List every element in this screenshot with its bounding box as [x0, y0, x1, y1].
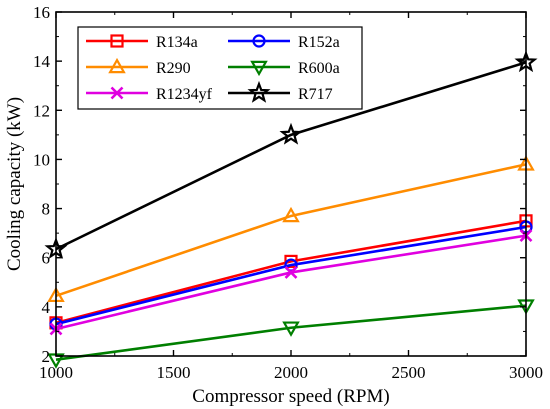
y-tick-label: 8 — [42, 200, 51, 219]
legend-marker — [110, 86, 124, 100]
data-point — [284, 254, 298, 268]
data-point — [282, 321, 300, 337]
x-tick-label: 2000 — [274, 363, 308, 382]
series-line — [55, 225, 527, 326]
data-point — [279, 122, 303, 145]
legend-marker — [252, 34, 266, 48]
x-tick-label: 2500 — [392, 363, 426, 382]
legend: R134a R152a R290 R600a R1234yf R717 — [77, 26, 363, 110]
legend-marker — [110, 34, 124, 48]
y-tick-label: 14 — [33, 52, 51, 71]
data-point — [282, 206, 300, 223]
x-axis-title: Compressor speed (RPM) — [192, 386, 389, 407]
series-line — [55, 304, 527, 361]
legend-marker — [247, 80, 271, 103]
y-tick-label: 16 — [33, 3, 50, 22]
legend-label: R1234yf — [156, 86, 213, 103]
legend-label: R600a — [298, 60, 340, 77]
legend-entry: R290 — [86, 57, 191, 77]
data-point — [284, 258, 298, 272]
axes: 1000 1500 2000 2500 3000 2 4 6 8 10 12 14 16 — [33, 3, 543, 382]
y-tick-label: 12 — [33, 101, 50, 120]
legend-label: R152a — [298, 34, 340, 51]
series-line — [55, 219, 527, 325]
series-line — [55, 163, 527, 298]
legend-entry: R134a — [86, 34, 198, 51]
x-tick-label: 1000 — [39, 363, 73, 382]
plot-area — [44, 50, 538, 369]
legend-label: R717 — [298, 86, 333, 103]
legend-entry: R600a — [228, 60, 340, 77]
series-line — [55, 234, 527, 331]
y-tick-label: 2 — [42, 347, 51, 366]
legend-label: R134a — [156, 34, 198, 51]
series-line — [55, 61, 527, 251]
legend-entry: R1234yf — [86, 86, 213, 103]
y-axis-title: Cooling capacity (kW) — [4, 97, 25, 271]
y-tick-label: 10 — [33, 150, 50, 169]
x-tick-label: 3000 — [509, 363, 543, 382]
legend-entry: R152a — [228, 34, 340, 51]
legend-entry: R717 — [228, 80, 333, 103]
series-r1234yf — [49, 229, 533, 336]
y-tick-label: 6 — [42, 249, 51, 268]
series-r290 — [47, 155, 535, 303]
legend-marker — [250, 60, 268, 77]
legend-label: R290 — [156, 60, 191, 77]
y-tick-label: 4 — [42, 298, 51, 317]
legend-marker — [108, 57, 126, 74]
x-tick-label: 1500 — [157, 363, 191, 382]
data-point — [284, 266, 298, 279]
